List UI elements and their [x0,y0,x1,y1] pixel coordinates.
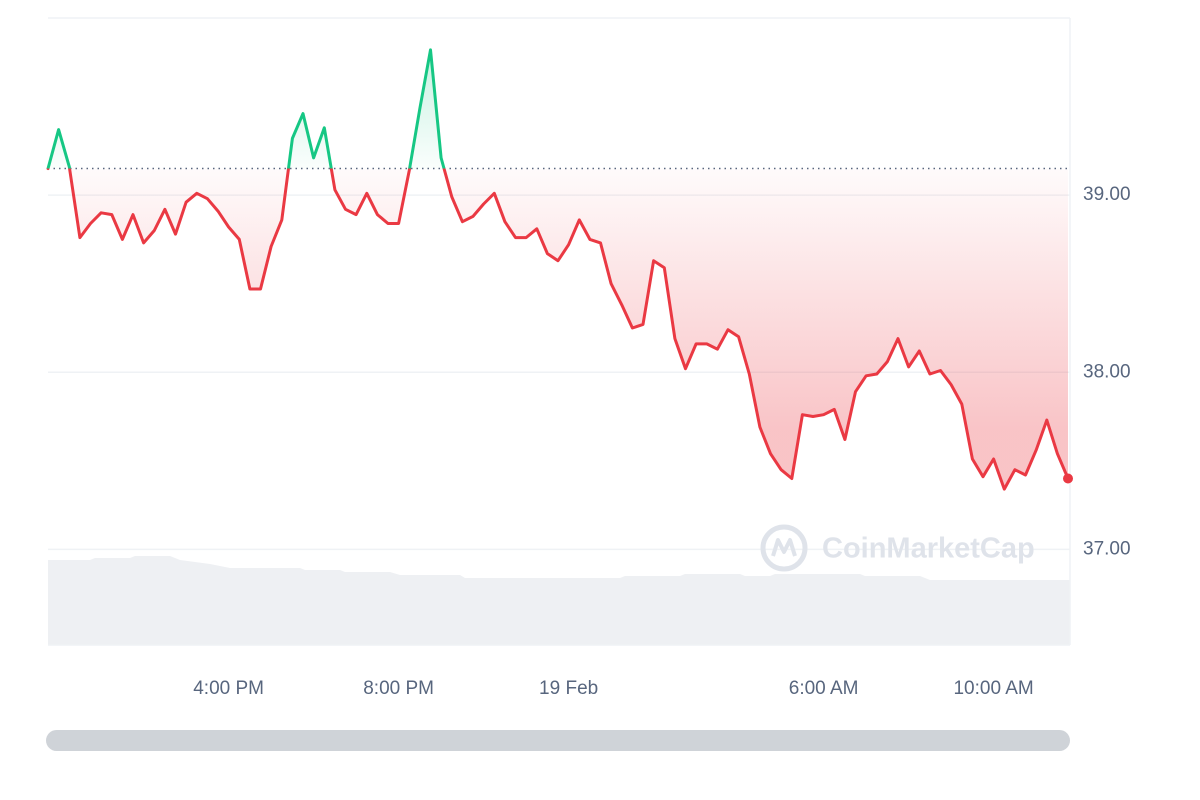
volume-band [48,556,1070,645]
y-tick-label: 39.00 [1083,184,1131,205]
watermark-logo-mark [771,538,797,557]
x-tick-label: 6:00 AM [789,678,859,699]
y-tick-label: 37.00 [1083,538,1131,559]
x-tick-label: 19 Feb [539,678,598,699]
plot [46,48,1073,491]
x-tick-label: 4:00 PM [193,678,264,699]
x-tick-label: 8:00 PM [363,678,434,699]
area-fill [48,49,1068,490]
last-price-dot [1063,473,1073,484]
watermark-logo [760,524,808,572]
y-tick-label: 38.00 [1083,361,1131,382]
scrollbar[interactable] [46,730,1070,751]
x-tick-label: 10:00 AM [953,678,1033,699]
watermark: CoinMarketCap [760,524,1035,572]
price-line [46,48,1070,491]
watermark-text: CoinMarketCap [822,533,1035,565]
axes: 37.00 38.00 39.00 4:00 PM 8:00 PM 19 Feb 6:00 … [193,184,1130,699]
